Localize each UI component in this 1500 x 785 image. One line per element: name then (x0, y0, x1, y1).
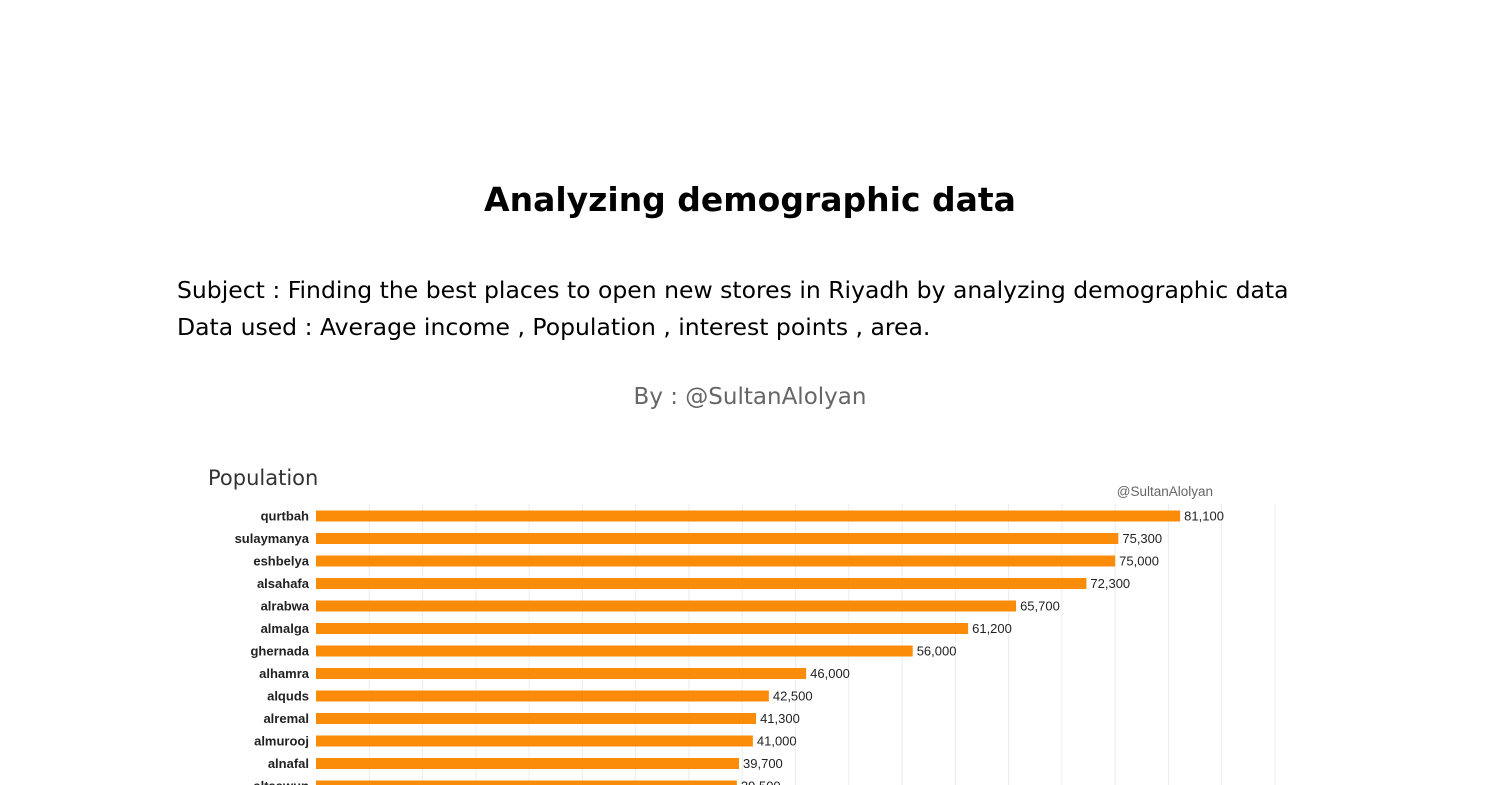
value-label: 42,500 (773, 689, 813, 704)
bar (316, 713, 757, 724)
value-label: 75,000 (1119, 554, 1159, 569)
author-byline: By : @SultanAlolyan (633, 384, 867, 410)
category-label: sulaymanya (235, 531, 310, 546)
value-label: 75,300 (1122, 531, 1162, 546)
category-label: alrabwa (261, 599, 310, 614)
bar (316, 578, 1087, 589)
bar (316, 600, 1017, 612)
bar (316, 510, 1181, 522)
bar (316, 555, 1116, 567)
category-label: ghernada (250, 644, 309, 659)
bar (316, 690, 769, 702)
value-label: 56,000 (917, 644, 957, 659)
chart-gridlines (368, 504, 1276, 785)
bar (316, 645, 913, 657)
population-chart-svg: Population @SultanAlolyan qurtbah 81,100 sul… (208, 466, 1276, 785)
value-label: 65,700 (1020, 599, 1060, 614)
bar (316, 533, 1119, 544)
document-title: Analyzing demographic data (484, 180, 1016, 219)
value-label: 41,000 (757, 734, 797, 749)
chart-watermark: @SultanAlolyan (1117, 484, 1213, 499)
bar (316, 668, 807, 679)
bar (316, 735, 753, 747)
value-label: 39,500 (741, 779, 781, 785)
data-used-line: Data used : Average income , Population … (177, 313, 931, 341)
value-label: 61,200 (972, 621, 1012, 636)
category-label: alsahafa (257, 576, 310, 591)
value-label: 41,300 (760, 711, 800, 726)
bar (316, 780, 737, 785)
value-label: 72,300 (1090, 576, 1130, 591)
chart-title: Population (208, 466, 318, 490)
value-label: 46,000 (810, 666, 850, 681)
category-label: alremal (263, 711, 309, 726)
bar (316, 623, 969, 634)
value-label: 81,100 (1184, 509, 1224, 524)
category-label: qurtbah (261, 509, 309, 524)
population-chart: Population @SultanAlolyan qurtbah 81,100 sul… (200, 458, 1280, 785)
category-label: almalga (261, 621, 310, 636)
value-label: 39,700 (743, 756, 783, 771)
category-label: almurooj (254, 734, 309, 749)
bar (316, 758, 740, 769)
category-label: alhamra (259, 666, 310, 681)
subject-line: Subject : Finding the best places to ope… (177, 276, 1289, 304)
category-label: eshbelya (253, 554, 309, 569)
category-label: alnafal (268, 756, 309, 771)
category-label: alquds (267, 689, 309, 704)
category-label: altaawun (253, 779, 309, 785)
